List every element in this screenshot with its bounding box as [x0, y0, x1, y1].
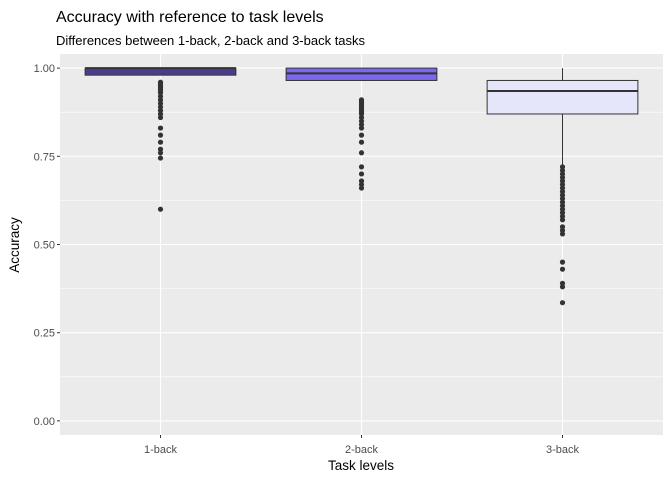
box-series — [84, 67, 639, 306]
outlier-point — [559, 300, 566, 306]
y-tick-label: 0.50 — [34, 240, 55, 252]
y-tick-label: 0.00 — [34, 416, 55, 428]
outlier-point — [358, 185, 365, 191]
outlier-point — [559, 284, 566, 290]
box-2-back — [285, 67, 438, 191]
x-tick-label: 2-back — [345, 444, 379, 456]
x-tick-label: 3-back — [546, 444, 580, 456]
outlier-point — [157, 139, 164, 145]
outlier-point — [358, 171, 365, 177]
outlier-point — [157, 155, 164, 161]
outlier-point — [157, 125, 164, 131]
outlier-point — [358, 132, 365, 138]
chart-title: Accuracy with reference to task levels — [56, 9, 324, 26]
outlier-point — [358, 164, 365, 170]
chart-subtitle: Differences between 1-back, 2-back and 3… — [56, 33, 366, 48]
outlier-point — [358, 139, 365, 145]
outlier-point — [559, 217, 566, 223]
x-tick-label: 1-back — [144, 444, 178, 456]
outlier-point — [157, 132, 164, 138]
iqr-box — [486, 79, 639, 115]
x-axis-title: Task levels — [328, 458, 394, 473]
box-1-back — [84, 67, 237, 212]
x-axis-ticks: 1-back 2-back 3-back — [144, 435, 580, 456]
y-tick-label: 0.25 — [34, 328, 55, 340]
y-tick-label: 1.00 — [34, 63, 55, 75]
outlier-point — [157, 114, 164, 121]
outlier-point — [559, 231, 566, 237]
box-3-back — [486, 68, 639, 306]
y-tick-label: 0.75 — [34, 151, 55, 163]
outlier-point — [358, 125, 365, 131]
y-axis-ticks: 0.00 0.25 0.50 0.75 1.00 — [34, 63, 60, 428]
iqr-box — [84, 67, 237, 76]
outlier-point — [157, 150, 164, 156]
outlier-point — [358, 150, 365, 156]
y-axis-title: Accuracy — [7, 217, 22, 273]
outlier-point — [157, 206, 164, 212]
outlier-point — [559, 259, 566, 265]
outlier-point — [559, 266, 566, 272]
